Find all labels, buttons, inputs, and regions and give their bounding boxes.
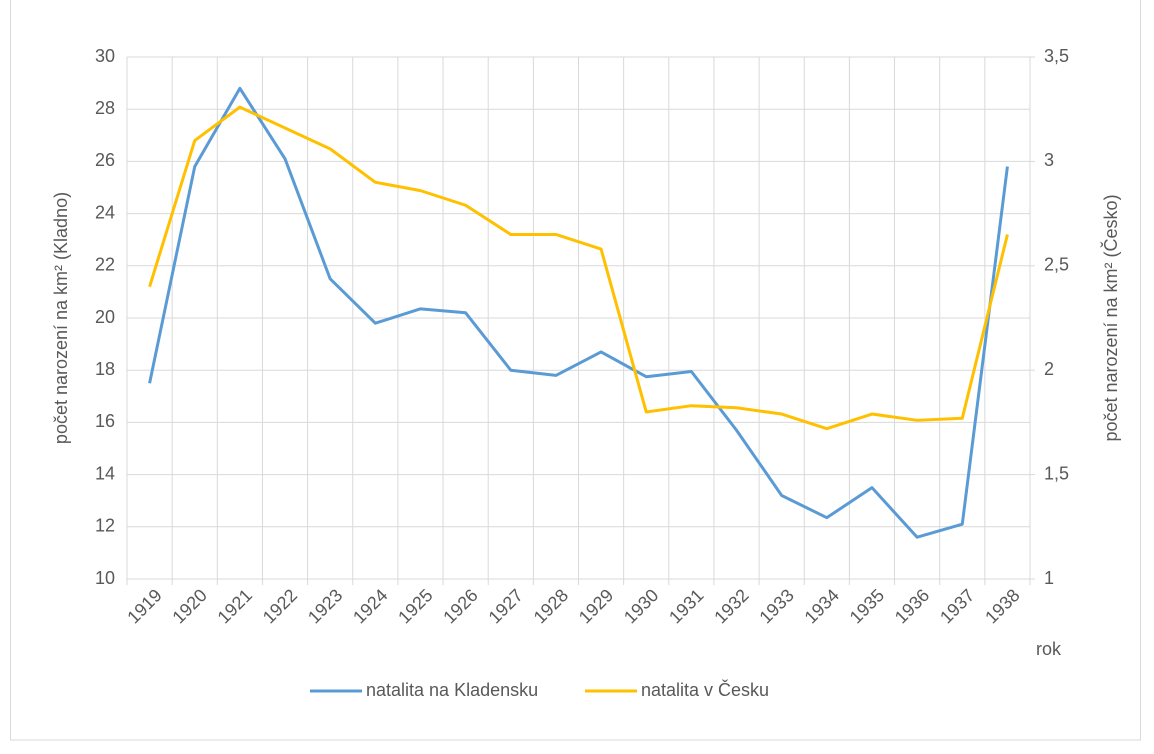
x-tick-label: 1933 (755, 585, 797, 627)
y2-axis-label: počet narození na km² (Česko) (1100, 194, 1121, 441)
x-tick-label: 1926 (439, 585, 481, 627)
y-axis-label: počet narození na km² (Kladno) (51, 192, 71, 444)
x-tick-label: 1925 (394, 585, 436, 627)
y2-tick-label: 3,5 (1044, 46, 1069, 66)
y-tick-label: 10 (95, 568, 115, 588)
y2-tick-label: 3 (1044, 150, 1054, 170)
y2-tick-label: 2,5 (1044, 255, 1069, 275)
series-line (148, 86, 1009, 539)
y2-tick-label: 2 (1044, 359, 1054, 379)
x-tick-label: 1927 (485, 585, 527, 627)
chart-border (10, 0, 1141, 741)
y-tick-label: 28 (95, 98, 115, 118)
x-tick-label: 1920 (168, 585, 210, 627)
legend-label: natalita na Kladensku (366, 680, 538, 700)
y2-tick-label: 1 (1044, 568, 1054, 588)
x-tick-label: 1919 (123, 585, 165, 627)
y-tick-label: 18 (95, 359, 115, 379)
x-tick-label: 1921 (214, 585, 256, 627)
x-tick-label: 1923 (304, 585, 346, 627)
y-tick-label: 12 (95, 516, 115, 536)
x-tick-label: 1936 (891, 585, 933, 627)
x-tick-label: 1929 (575, 585, 617, 627)
x-tick-label: 1922 (259, 585, 301, 627)
y-tick-label: 16 (95, 411, 115, 431)
y-tick-label: 22 (95, 255, 115, 275)
x-tick-label: 1935 (846, 585, 888, 627)
x-tick-label: 1928 (530, 585, 572, 627)
x-tick-label: 1924 (349, 585, 391, 627)
y2-tick-label: 1,5 (1044, 463, 1069, 483)
legend-label: natalita v Česku (641, 679, 769, 700)
series-line (148, 105, 1009, 431)
y-tick-label: 14 (95, 463, 115, 483)
y-tick-label: 30 (95, 46, 115, 66)
x-tick-label: 1937 (936, 585, 978, 627)
x-tick-label: 1931 (665, 585, 707, 627)
x-tick-label: 1930 (620, 585, 662, 627)
x-tick-label: 1934 (801, 585, 843, 627)
x-axis-label: rok (1036, 639, 1062, 659)
y-tick-label: 26 (95, 150, 115, 170)
y-tick-label: 24 (95, 202, 115, 222)
y-tick-label: 20 (95, 307, 115, 327)
x-tick-label: 1938 (981, 585, 1023, 627)
x-tick-label: 1932 (710, 585, 752, 627)
